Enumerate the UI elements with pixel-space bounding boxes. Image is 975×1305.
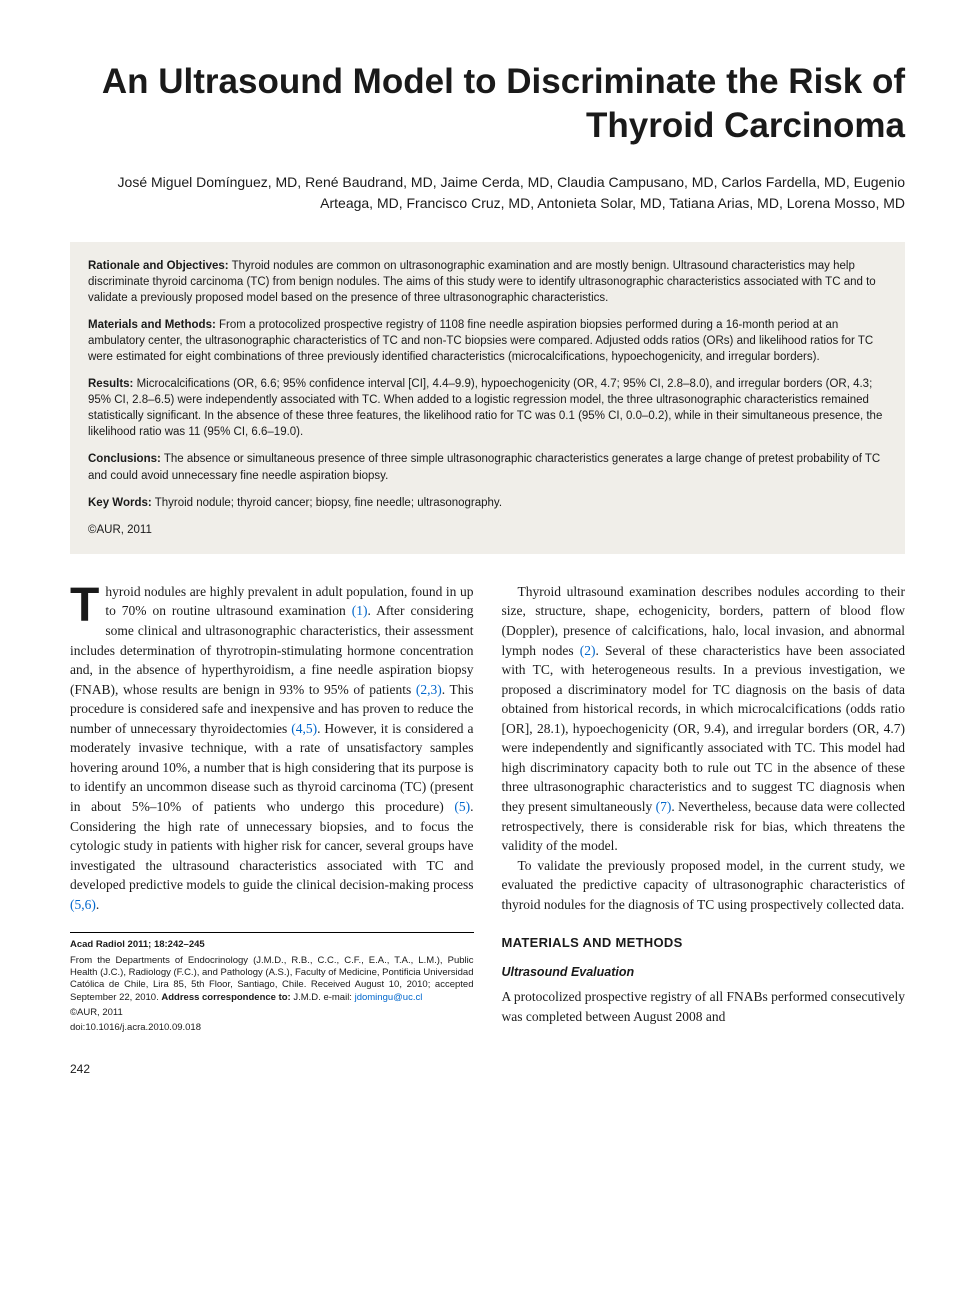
paragraph-3: To validate the previously proposed mode…	[502, 856, 906, 915]
keywords-label: Key Words:	[88, 497, 152, 509]
author-list: José Miguel Domínguez, MD, René Baudrand…	[70, 172, 905, 214]
citation-45[interactable]: (4,5)	[291, 721, 317, 736]
conclusions-label: Conclusions:	[88, 453, 161, 465]
affiliation-text: From the Departments of Endocrinology (J…	[70, 955, 474, 1004]
conclusions-text: The absence or simultaneous presence of …	[88, 453, 880, 481]
citation-56[interactable]: (5,6)	[70, 897, 96, 912]
citation-7[interactable]: (7)	[656, 799, 672, 814]
correspondence-email[interactable]: jdomingu@uc.cl	[355, 992, 423, 1003]
results-label: Results:	[88, 378, 133, 390]
footnote-block: Acad Radiol 2011; 18:242–245 From the De…	[70, 932, 474, 1034]
journal-citation: Acad Radiol 2011; 18:242–245	[70, 939, 474, 951]
para1-end: .	[96, 897, 99, 912]
ultrasound-eval-heading: Ultrasound Evaluation	[502, 963, 906, 981]
abstract-copyright: ©AUR, 2011	[88, 522, 887, 538]
citation-1[interactable]: (1)	[352, 603, 368, 618]
dropcap: T	[70, 582, 105, 627]
citation-5[interactable]: (5)	[454, 799, 470, 814]
paragraph-2: Thyroid ultrasound examination describes…	[502, 582, 906, 856]
materials-label: Materials and Methods:	[88, 319, 216, 331]
abstract-box: Rationale and Objectives: Thyroid nodule…	[70, 242, 905, 554]
citation-23[interactable]: (2,3)	[416, 682, 442, 697]
body-text: Thyroid nodules are highly prevalent in …	[70, 582, 905, 1038]
para2-b: . Several of these characteristics have …	[502, 643, 906, 815]
doi: doi:10.1016/j.acra.2010.09.018	[70, 1022, 474, 1034]
abstract-rationale: Rationale and Objectives: Thyroid nodule…	[88, 258, 887, 306]
abstract-keywords: Key Words: Thyroid nodule; thyroid cance…	[88, 495, 887, 511]
abstract-materials: Materials and Methods: From a protocoliz…	[88, 317, 887, 365]
results-text: Microcalcifications (OR, 6.6; 95% confid…	[88, 378, 882, 438]
article-title: An Ultrasound Model to Discriminate the …	[70, 60, 905, 148]
materials-methods-heading: MATERIALS AND METHODS	[502, 934, 906, 953]
abstract-results: Results: Microcalcifications (OR, 6.6; 9…	[88, 376, 887, 440]
paragraph-1: Thyroid nodules are highly prevalent in …	[70, 582, 474, 915]
rationale-label: Rationale and Objectives:	[88, 260, 229, 272]
citation-2[interactable]: (2)	[580, 643, 596, 658]
page-number: 242	[70, 1062, 905, 1076]
paragraph-4: A protocolized prospective registry of a…	[502, 987, 906, 1026]
keywords-text: Thyroid nodule; thyroid cancer; biopsy, …	[152, 497, 502, 509]
footer-copyright: ©AUR, 2011	[70, 1007, 474, 1019]
abstract-conclusions: Conclusions: The absence or simultaneous…	[88, 451, 887, 483]
